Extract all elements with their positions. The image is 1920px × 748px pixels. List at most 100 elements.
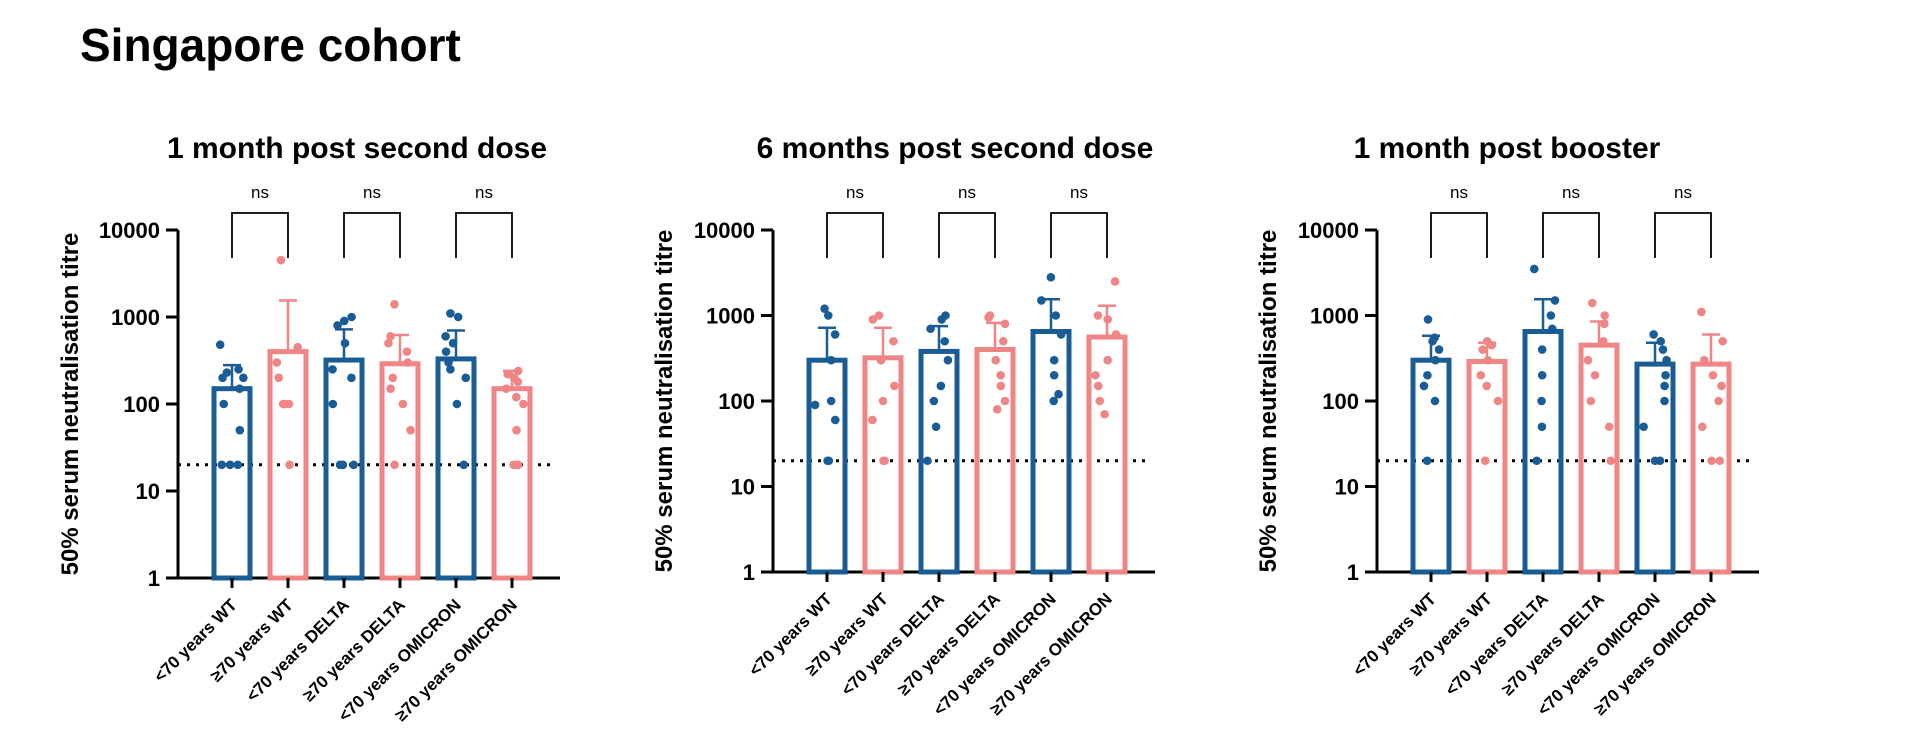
x-tick-label: ≥70 years DELTA bbox=[894, 589, 1004, 699]
data-point bbox=[274, 373, 283, 383]
data-point bbox=[459, 460, 469, 470]
data-point bbox=[1590, 370, 1600, 380]
data-point bbox=[1422, 456, 1432, 466]
bar bbox=[491, 386, 533, 581]
data-point bbox=[874, 311, 884, 320]
data-point bbox=[335, 460, 345, 470]
data-point bbox=[1532, 456, 1542, 466]
data-point bbox=[940, 336, 950, 346]
data-point bbox=[1537, 396, 1546, 406]
significance-label: ns bbox=[251, 183, 269, 202]
y-axis-label: 50% serum neutralisation titre bbox=[1255, 230, 1282, 573]
data-point bbox=[1699, 355, 1709, 365]
data-point bbox=[386, 384, 395, 393]
data-point bbox=[1430, 333, 1439, 342]
y-tick-label: 10 bbox=[136, 479, 160, 504]
significance-bracket bbox=[938, 212, 996, 258]
significance-bracket bbox=[1050, 212, 1108, 258]
bar bbox=[1634, 361, 1676, 575]
data-point bbox=[347, 312, 356, 322]
data-point bbox=[923, 456, 932, 466]
data-point bbox=[1715, 456, 1725, 466]
data-point bbox=[452, 399, 462, 409]
data-point bbox=[235, 425, 245, 435]
data-point bbox=[826, 396, 836, 406]
data-point bbox=[992, 404, 1002, 414]
data-point bbox=[461, 373, 471, 383]
data-point bbox=[991, 355, 1000, 365]
data-point bbox=[943, 355, 953, 365]
data-point bbox=[1095, 396, 1105, 406]
data-point bbox=[1049, 370, 1059, 380]
chart-panel-2: 6 months post second dose 50% serum neutr… bbox=[651, 132, 1155, 719]
data-point bbox=[233, 460, 243, 470]
data-point bbox=[1037, 296, 1046, 305]
data-point bbox=[1717, 381, 1726, 391]
data-point bbox=[1707, 456, 1716, 466]
data-point bbox=[998, 336, 1008, 346]
data-point bbox=[1697, 307, 1706, 317]
data-point bbox=[1588, 298, 1597, 308]
data-point bbox=[936, 381, 946, 391]
data-point bbox=[810, 400, 820, 410]
data-point bbox=[1600, 311, 1609, 320]
y-tick-label: 10 bbox=[731, 475, 755, 500]
data-point bbox=[1537, 422, 1547, 432]
data-point bbox=[293, 342, 303, 352]
data-point bbox=[1546, 311, 1556, 320]
data-point bbox=[1091, 370, 1100, 380]
data-point bbox=[448, 338, 458, 348]
bar bbox=[379, 361, 421, 581]
data-point bbox=[1529, 264, 1539, 274]
data-point bbox=[386, 332, 395, 341]
bar bbox=[323, 357, 365, 581]
y-axis-label: 50% serum neutralisation titre bbox=[651, 230, 678, 573]
data-point bbox=[1660, 396, 1669, 406]
data-point bbox=[513, 366, 523, 376]
data-point bbox=[1662, 355, 1671, 365]
data-point bbox=[501, 384, 511, 393]
significance-label: ns bbox=[1070, 183, 1088, 202]
data-point bbox=[1547, 324, 1557, 334]
significance-bracket bbox=[1542, 212, 1600, 258]
data-point bbox=[830, 415, 840, 425]
data-point bbox=[1658, 345, 1668, 354]
significance-label: ns bbox=[1562, 183, 1580, 202]
x-tick-label: <70 years DELTA bbox=[838, 589, 948, 699]
data-point bbox=[1046, 272, 1056, 282]
significance-bracket bbox=[231, 212, 289, 258]
bar bbox=[1522, 328, 1564, 575]
data-point bbox=[868, 415, 877, 425]
data-point bbox=[878, 396, 888, 406]
data-point bbox=[890, 381, 899, 391]
significance-label: ns bbox=[1450, 183, 1468, 202]
data-point bbox=[347, 373, 356, 383]
data-point bbox=[1430, 396, 1440, 406]
y-tick-label: 10000 bbox=[1298, 218, 1359, 243]
data-point bbox=[1054, 389, 1063, 399]
data-point bbox=[1661, 370, 1670, 380]
significance-bracket bbox=[1654, 212, 1712, 258]
bar bbox=[806, 357, 848, 575]
data-point bbox=[1649, 330, 1658, 339]
data-point bbox=[876, 355, 886, 365]
data-point bbox=[1714, 396, 1723, 406]
data-point bbox=[225, 460, 235, 470]
data-point bbox=[1600, 319, 1609, 329]
data-point bbox=[276, 255, 286, 265]
data-point bbox=[328, 399, 338, 409]
data-point bbox=[340, 338, 350, 348]
data-point bbox=[985, 311, 995, 320]
data-point bbox=[235, 384, 244, 393]
data-point bbox=[509, 373, 519, 383]
data-point bbox=[1110, 277, 1120, 286]
data-point bbox=[1476, 370, 1486, 380]
data-point bbox=[388, 373, 398, 383]
y-tick-label: 100 bbox=[123, 392, 160, 417]
data-point bbox=[390, 460, 399, 470]
data-point bbox=[880, 456, 889, 466]
data-point bbox=[239, 373, 248, 383]
data-point bbox=[824, 456, 834, 466]
data-point bbox=[823, 311, 833, 320]
data-point bbox=[1493, 396, 1503, 406]
